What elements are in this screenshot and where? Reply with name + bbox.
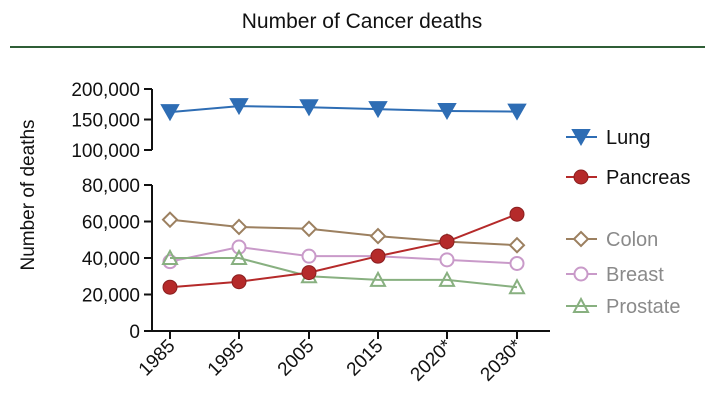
lung-point	[299, 99, 319, 117]
y-tick-label: 80,000	[82, 176, 140, 197]
colon-point	[508, 236, 526, 254]
legend-label: Colon	[606, 229, 658, 251]
x-tick-label: 2005	[274, 336, 319, 381]
legend-marker-icon	[571, 129, 591, 147]
y-tick-label: 200,000	[71, 80, 140, 101]
legend-item-prostate: Prostate	[566, 296, 680, 318]
x-tick-label: 2030*	[477, 335, 527, 385]
y-tick-label: 100,000	[71, 141, 140, 162]
lung-point	[437, 102, 457, 120]
legend-item-pancreas: Pancreas	[566, 167, 691, 189]
legend-item-lung: Lung	[566, 127, 651, 149]
prostate-point	[230, 248, 248, 265]
prostate-point	[161, 248, 179, 265]
series-pancreas	[162, 206, 525, 295]
lung-point	[368, 101, 388, 119]
series-lung	[160, 98, 527, 122]
pancreas-line	[169, 213, 518, 289]
x-tick-label: 1985	[135, 336, 180, 381]
pancreas-point	[439, 234, 455, 250]
colon-point	[230, 218, 248, 236]
legend-label: Prostate	[606, 296, 680, 318]
pancreas-point	[509, 206, 525, 222]
lung-point	[507, 103, 527, 121]
x-tick-label: 1995	[204, 336, 249, 381]
legend-marker-icon	[573, 266, 589, 282]
breast-line	[169, 246, 518, 265]
x-tick-label: 2020*	[407, 335, 457, 385]
breast-point	[439, 252, 455, 268]
colon-line	[169, 218, 518, 247]
prostate-line	[170, 257, 518, 289]
chart-title: Number of Cancer deaths	[242, 10, 482, 33]
pancreas-point	[301, 265, 317, 281]
legend-label: Breast	[606, 264, 664, 286]
breast-point	[301, 248, 317, 264]
legend-marker-icon	[573, 169, 589, 185]
legend-label: Pancreas	[606, 167, 691, 189]
breast-point	[509, 255, 525, 271]
y-tick-label: 20,000	[82, 286, 140, 307]
prostate-point	[369, 270, 387, 287]
pancreas-point	[231, 274, 247, 290]
lung-point	[229, 98, 249, 116]
colon-point	[369, 227, 387, 245]
series-prostate	[161, 248, 526, 295]
colon-point	[300, 220, 318, 238]
legend-label: Lung	[606, 127, 651, 149]
series-breast	[162, 239, 525, 271]
lung-line	[169, 105, 518, 114]
legend-marker-icon	[572, 296, 590, 313]
pancreas-point	[162, 279, 178, 295]
legend-item-breast: Breast	[566, 264, 664, 286]
prostate-point	[438, 270, 456, 287]
pancreas-point	[370, 248, 386, 264]
lung-point	[160, 104, 180, 122]
colon-point	[161, 211, 179, 229]
prostate-point	[508, 278, 526, 295]
y-tick-label: 60,000	[82, 213, 140, 234]
y-tick-label: 150,000	[71, 111, 140, 132]
breast-point	[231, 239, 247, 255]
legend-marker-icon	[572, 230, 590, 248]
y-tick-label: 40,000	[82, 249, 140, 270]
x-tick-label: 2015	[343, 336, 388, 381]
legend-item-colon: Colon	[566, 229, 658, 251]
y-tick-label: 0	[129, 322, 140, 343]
y-axis-label: Number of deaths	[18, 119, 39, 270]
